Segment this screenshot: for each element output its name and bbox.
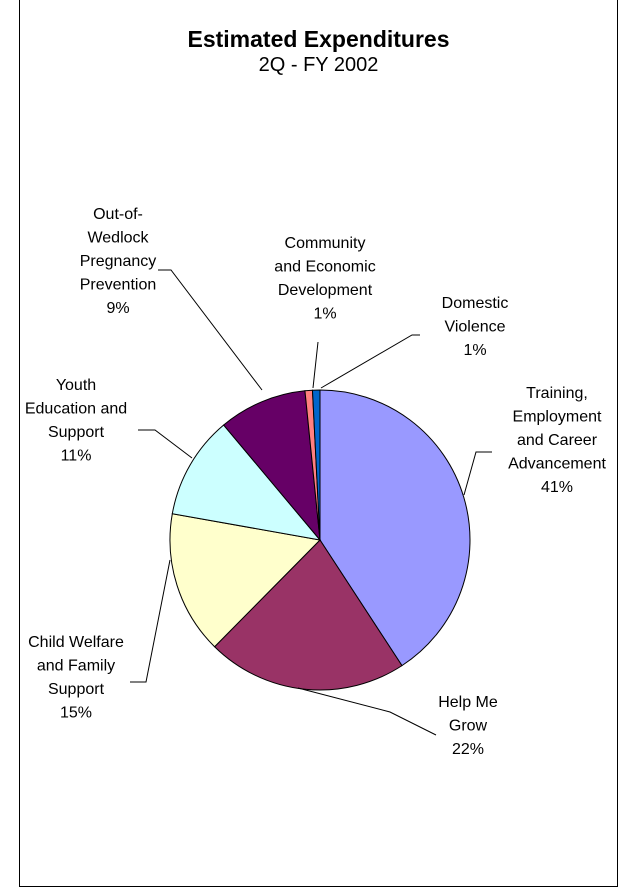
leader-line-out-of-wedlock-pregnancy-prevention: [158, 269, 263, 391]
pie-slice-domestic-violence: [311, 389, 321, 541]
leader-line-help-me-grow: [297, 687, 437, 736]
chart-title: Estimated Expenditures: [187, 26, 450, 52]
slice-label-line: and Family: [37, 658, 115, 675]
slice-label-youth-education-and-support: Youth Education and Support 11%: [25, 377, 127, 465]
leader-line-training-employment-and-career-advancement: [463, 451, 492, 496]
slice-label-line: Community: [285, 235, 366, 252]
slice-label-community-and-economic-development: Community and Economic Development 1%: [274, 235, 375, 323]
pie-slice-out-of-wedlock-pregnancy-prevention: [222, 390, 321, 542]
slice-label-domestic-violence: Domestic Violence 1%: [442, 295, 509, 359]
slice-percent-label: 11%: [61, 448, 92, 465]
slice-label-line: Grow: [449, 718, 488, 735]
pie-slice-youth-education-and-support: [171, 424, 322, 541]
chart-subtitle: 2Q - FY 2002: [258, 54, 379, 76]
slice-label-line: Advancement: [508, 456, 606, 473]
slice-label-line: Development: [278, 282, 373, 299]
slice-label-child-welfare-and-family-support: Child Welfare and Family Support 15%: [28, 634, 124, 722]
slice-label-line: and Career: [517, 432, 598, 449]
leader-line-community-and-economic-development: [312, 341, 319, 389]
pie-slice-child-welfare-and-family-support: [169, 513, 322, 648]
leader-line-domestic-violence: [320, 334, 420, 389]
slice-label-line: Child Welfare: [28, 634, 124, 651]
slice-percent-label: 41%: [541, 479, 573, 496]
slice-label-line: and Economic: [274, 259, 375, 276]
slice-label-training-employment-and-career-advancement: Training, Employment and Career Advancement…: [508, 385, 606, 496]
slice-label-line: Pregnancy: [80, 253, 157, 270]
slice-label-line: Domestic: [442, 295, 509, 312]
slice-label-help-me-grow: Help Me Grow 22%: [438, 694, 498, 758]
slice-label-line: Out-of-: [93, 206, 143, 223]
slice-label-line: Training,: [526, 385, 588, 402]
slice-label-line: Violence: [444, 319, 505, 336]
slice-percent-label: 15%: [60, 705, 92, 722]
slice-percent-label: 1%: [463, 342, 486, 359]
slice-label-line: Support: [48, 424, 105, 441]
leader-line-youth-education-and-support: [138, 429, 193, 459]
slice-percent-label: 22%: [452, 741, 484, 758]
slice-label-line: Education and: [25, 401, 127, 418]
slice-label-line: Youth: [56, 377, 96, 394]
slice-label-line: Wedlock: [87, 230, 149, 247]
pie-slice-help-me-grow: [213, 539, 403, 691]
slice-label-line: Employment: [513, 409, 602, 426]
slice-label-line: Help Me: [438, 694, 498, 711]
slice-label-line: Prevention: [80, 277, 157, 294]
slice-label-out-of-wedlock-pregnancy-prevention: Out-of- Wedlock Pregnancy Prevention 9%: [80, 206, 157, 317]
leader-line-child-welfare-and-family-support: [130, 559, 171, 683]
slice-percent-label: 9%: [106, 300, 129, 317]
slice-label-line: Support: [48, 681, 105, 698]
slice-percent-label: 1%: [313, 306, 336, 323]
